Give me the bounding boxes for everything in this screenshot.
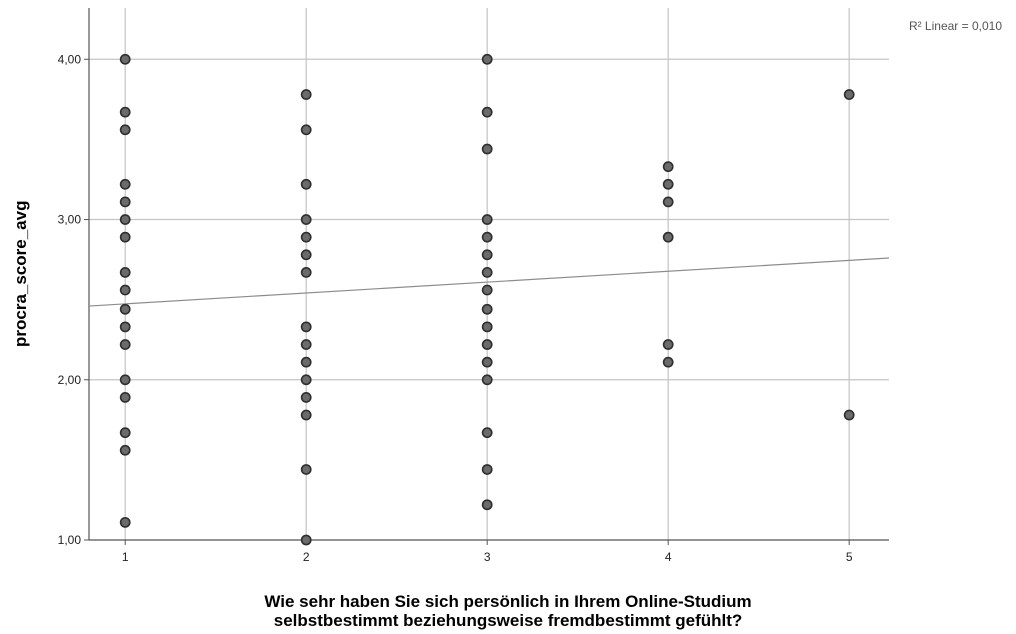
data-point — [300, 464, 312, 475]
data-point — [481, 464, 493, 475]
data-point — [119, 53, 131, 65]
data-point — [481, 284, 493, 296]
x-axis-title-line-2: selbstbestimmt beziehungsweise fremdbest… — [273, 611, 743, 630]
data-point — [481, 374, 493, 386]
data-point — [119, 214, 131, 225]
r2-linear-label: R² Linear = 0,010 — [908, 19, 1002, 33]
y-tick-label: 2,00 — [58, 373, 82, 387]
data-point — [119, 106, 131, 118]
data-point — [481, 499, 493, 511]
data-point — [300, 374, 312, 386]
data-point — [481, 143, 493, 155]
data-point — [300, 249, 312, 261]
data-point — [662, 196, 674, 208]
data-point — [119, 444, 131, 456]
data-point — [481, 249, 493, 261]
data-point — [300, 266, 312, 278]
data-point — [481, 214, 493, 225]
data-point — [119, 124, 131, 136]
fit-line — [88, 257, 890, 307]
x-tick-label: 3 — [484, 550, 491, 564]
data-point — [119, 196, 131, 208]
data-point — [300, 391, 312, 403]
data-point — [481, 321, 493, 333]
data-point — [119, 427, 131, 439]
y-tick-label: 3,00 — [58, 213, 82, 227]
data-point — [119, 339, 131, 350]
data-point — [119, 303, 131, 315]
x-tick-label: 5 — [846, 550, 853, 564]
data-point — [481, 231, 493, 243]
x-axis-title-line-1: Wie sehr haben Sie sich persönlich in Ih… — [264, 592, 752, 611]
data-point — [300, 231, 312, 243]
data-point — [300, 321, 312, 333]
data-point — [119, 266, 131, 278]
data-point — [481, 356, 493, 368]
data-point — [300, 124, 312, 136]
data-point — [300, 214, 312, 225]
data-point — [119, 231, 131, 243]
data-point — [481, 339, 493, 350]
data-point — [119, 374, 131, 386]
data-point — [481, 106, 493, 118]
x-tick-label: 1 — [122, 550, 129, 564]
x-axis-title: Wie sehr haben Sie sich persönlich in Ih… — [0, 592, 1016, 630]
data-point — [481, 303, 493, 315]
data-point — [119, 321, 131, 333]
data-point — [481, 427, 493, 439]
data-point — [662, 356, 674, 368]
data-point — [843, 409, 855, 421]
data-point — [119, 178, 131, 190]
data-point — [119, 516, 131, 528]
data-point — [119, 391, 131, 403]
data-point — [662, 231, 674, 243]
data-point — [300, 89, 312, 100]
y-tick-label: 4,00 — [58, 52, 82, 66]
y-tick-label: 1,00 — [58, 533, 82, 547]
data-point — [662, 178, 674, 190]
data-point — [481, 53, 493, 65]
data-point — [481, 266, 493, 278]
data-point — [662, 161, 674, 173]
data-point — [662, 339, 674, 350]
x-tick-label: 2 — [303, 550, 310, 564]
x-tick-label: 4 — [665, 550, 672, 564]
data-point — [300, 409, 312, 421]
data-point — [300, 534, 312, 546]
data-point — [300, 178, 312, 190]
data-point — [300, 356, 312, 368]
data-point — [843, 89, 855, 100]
data-point — [119, 284, 131, 296]
data-point — [300, 339, 312, 350]
